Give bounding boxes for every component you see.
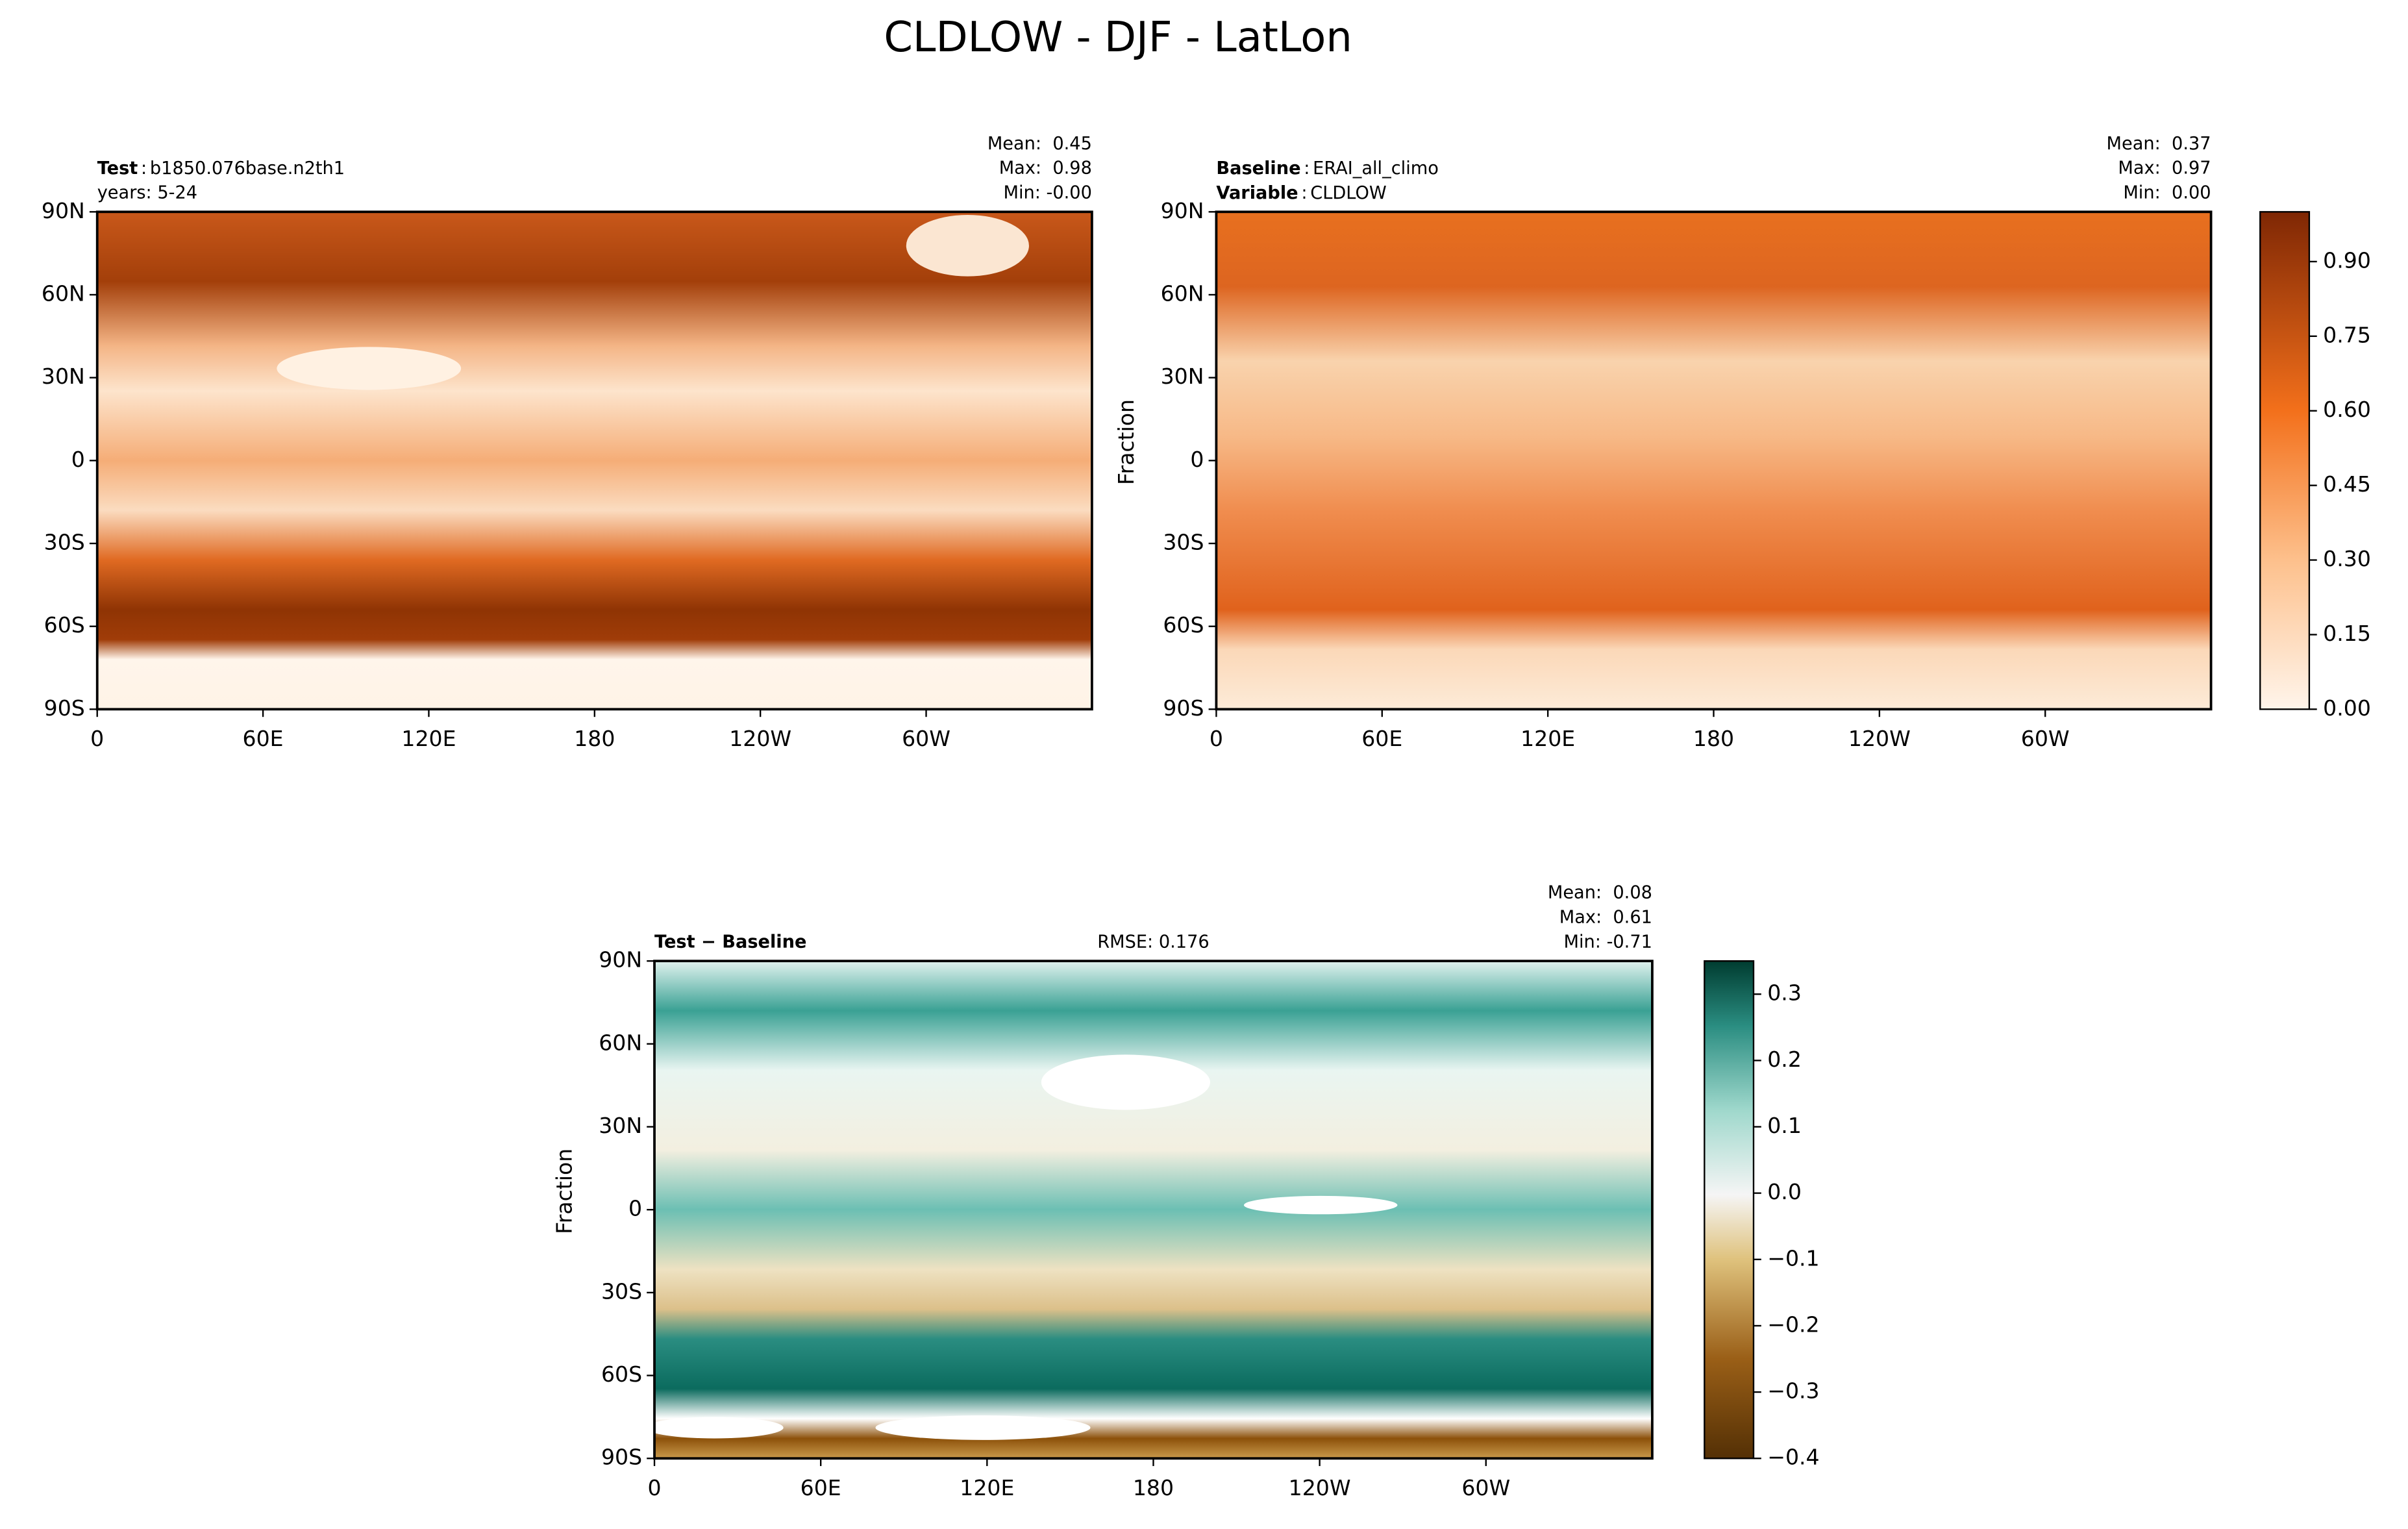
colorbar-tick-label: 0.30 xyxy=(2323,546,2371,571)
x-tick-label: 60E xyxy=(243,726,284,751)
y-tick-label: 90S xyxy=(601,1445,642,1470)
colorbar-tick-label: −0.4 xyxy=(1767,1445,1819,1470)
header-key: Baseline xyxy=(1216,158,1300,179)
x-tick-label: 60E xyxy=(801,1475,841,1500)
colorbar-tick-label: 0.75 xyxy=(2323,322,2371,347)
field-patch xyxy=(1041,1054,1210,1110)
y-tick-label: 90S xyxy=(44,695,85,721)
x-tick-label: 120W xyxy=(729,726,791,751)
y-tick-label: 60S xyxy=(1163,612,1204,638)
x-tick-label: 180 xyxy=(574,726,615,751)
x-tick-label: 120E xyxy=(401,726,456,751)
panel-header: Test: b1850.076base.n2th1 xyxy=(97,158,345,179)
stat-line: Mean: 0.37 xyxy=(2107,134,2211,154)
stat-line: Max: 0.97 xyxy=(2118,158,2211,179)
x-tick-label: 0 xyxy=(90,726,104,751)
y-tick-label: 60S xyxy=(601,1361,642,1387)
colorbar-tick-label: 0.00 xyxy=(2323,695,2371,721)
field-patch xyxy=(875,1415,1091,1440)
header-sep: : xyxy=(141,158,147,179)
panel-note: years: 5-24 xyxy=(97,182,197,203)
colorbar-tick-label: −0.1 xyxy=(1767,1245,1819,1271)
stat-line: Min: -0.00 xyxy=(1004,182,1092,203)
panel-header: Test − Baseline xyxy=(654,932,806,952)
x-tick-label: 120W xyxy=(1848,726,1911,751)
colorbar-tick-label: −0.3 xyxy=(1767,1378,1819,1404)
field-patch xyxy=(645,1417,784,1439)
y-tick-label: 60N xyxy=(599,1030,642,1055)
x-tick-label: 0 xyxy=(647,1475,661,1500)
panel-header: Baseline: ERAI_all_climo xyxy=(1216,158,1438,179)
colorbar-tick-label: 0.90 xyxy=(2323,247,2371,273)
header-key: Test xyxy=(97,158,138,179)
colorbar-tick-label: 0.1 xyxy=(1767,1113,1802,1138)
y-tick-label: 90N xyxy=(1161,198,1204,223)
stat-line: Max: 0.61 xyxy=(1559,907,1652,927)
header-sep: : xyxy=(1304,158,1310,179)
field-patch xyxy=(277,347,462,390)
y-tick-label: 0 xyxy=(1190,447,1204,472)
x-tick-label: 120W xyxy=(1289,1475,1351,1500)
colorbar-tick-label: 0.15 xyxy=(2323,621,2371,646)
colorbar-tick-label: 0.3 xyxy=(1767,980,1802,1006)
y-tick-label: 60N xyxy=(1161,280,1204,306)
colorbar-tick-label: 0.2 xyxy=(1767,1047,1802,1072)
x-tick-label: 120E xyxy=(960,1475,1014,1500)
map-field xyxy=(654,961,1652,1459)
x-tick-label: 0 xyxy=(1210,726,1223,751)
map-field xyxy=(97,212,1092,710)
y-tick-label: 90S xyxy=(1163,695,1204,721)
header-value: b1850.076base.n2th1 xyxy=(150,158,345,179)
field-patch xyxy=(1243,1195,1398,1215)
header-sep: : xyxy=(1301,182,1307,203)
stat-line: Mean: 0.08 xyxy=(1548,883,1652,903)
map-field xyxy=(1216,212,2211,710)
colorbar-tick-label: 0.0 xyxy=(1767,1179,1802,1204)
x-tick-label: 60W xyxy=(1461,1475,1510,1500)
stat-line: Max: 0.98 xyxy=(999,158,1092,179)
field-patch xyxy=(906,215,1029,277)
y-tick-label: 30N xyxy=(599,1113,642,1138)
colorbar-tick-label: 0.45 xyxy=(2323,471,2371,497)
y-tick-label: 0 xyxy=(71,447,85,472)
panel-header: Variable: CLDLOW xyxy=(1216,182,1386,203)
x-tick-label: 60W xyxy=(902,726,950,751)
colorbar-tick-label: 0.60 xyxy=(2323,397,2371,422)
stat-line: Min: 0.00 xyxy=(2123,182,2211,203)
rmse: RMSE: 0.176 xyxy=(1097,932,1209,952)
colorbar xyxy=(2259,211,2311,710)
y-tick-label: 30S xyxy=(601,1278,642,1304)
x-tick-label: 180 xyxy=(1133,1475,1174,1500)
colorbar xyxy=(1704,960,1755,1460)
y-tick-label: 0 xyxy=(628,1196,642,1221)
x-tick-label: 180 xyxy=(1693,726,1734,751)
x-tick-label: 60E xyxy=(1361,726,1402,751)
stat-line: Mean: 0.45 xyxy=(987,134,1092,154)
y-tick-label: 90N xyxy=(599,947,642,973)
header-value: CLDLOW xyxy=(1310,182,1387,203)
x-tick-label: 120E xyxy=(1521,726,1575,751)
colorbar-tick-label: −0.2 xyxy=(1767,1311,1819,1337)
y-tick-label: 60S xyxy=(44,612,85,638)
x-tick-label: 60W xyxy=(2021,726,2070,751)
header-key: Variable xyxy=(1216,182,1298,203)
header-value: ERAI_all_climo xyxy=(1313,158,1439,179)
y-tick-label: 30N xyxy=(42,364,85,389)
y-tick-label: 60N xyxy=(42,280,85,306)
y-axis-label: Fraction xyxy=(1113,399,1139,485)
figure-title: CLDLOW - DJF - LatLon xyxy=(884,14,1352,62)
y-tick-label: 30S xyxy=(44,530,85,555)
stat-line: Min: -0.71 xyxy=(1564,932,1652,952)
y-axis-label: Fraction xyxy=(551,1149,577,1234)
y-tick-label: 30N xyxy=(1161,364,1204,389)
y-tick-label: 30S xyxy=(1163,530,1204,555)
y-tick-label: 90N xyxy=(42,198,85,223)
